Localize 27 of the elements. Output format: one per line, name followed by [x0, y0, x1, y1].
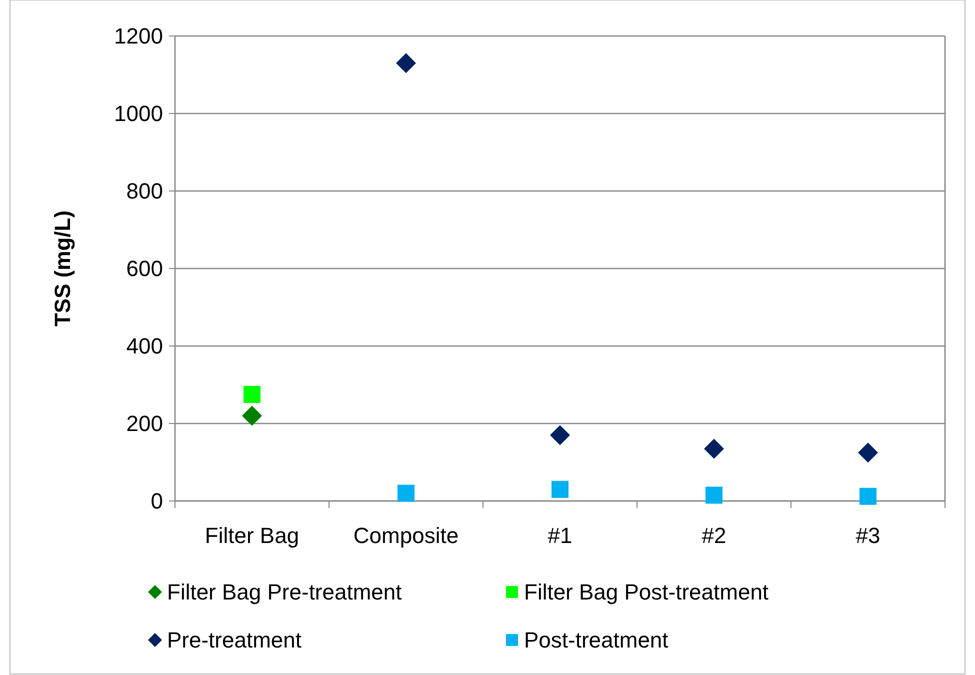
point [550, 425, 570, 446]
x-tick-label: Filter Bag [204, 523, 300, 548]
point [552, 480, 568, 498]
point [860, 488, 876, 505]
y-axis-title: TSS (mg/L) [50, 210, 75, 327]
y-tick-label: 400 [126, 334, 163, 359]
y-tick-label: 0 [150, 488, 163, 514]
y-tick-label: 200 [126, 411, 163, 436]
point [244, 386, 260, 403]
legend-label: Post-treatment [524, 628, 668, 653]
y-tick-label: 600 [126, 256, 163, 282]
legend-label: Pre-treatment [167, 628, 302, 653]
legend-label: Filter Bag Pre-treatment [167, 580, 402, 605]
point [398, 484, 414, 502]
x-tick-label: #1 [548, 523, 572, 548]
x-tick-label: #2 [702, 523, 726, 548]
point [706, 486, 722, 504]
y-tick-label: 1000 [114, 101, 163, 126]
x-tick-label: #3 [856, 523, 880, 548]
legend-label: Filter Bag Post-treatment [524, 580, 769, 605]
y-tick-label: 1200 [114, 24, 163, 49]
point [396, 53, 416, 74]
x-tick-label: Composite [353, 523, 459, 548]
y-tick-label: 800 [126, 178, 163, 204]
point [242, 406, 262, 426]
point [858, 442, 878, 463]
point [704, 438, 724, 459]
